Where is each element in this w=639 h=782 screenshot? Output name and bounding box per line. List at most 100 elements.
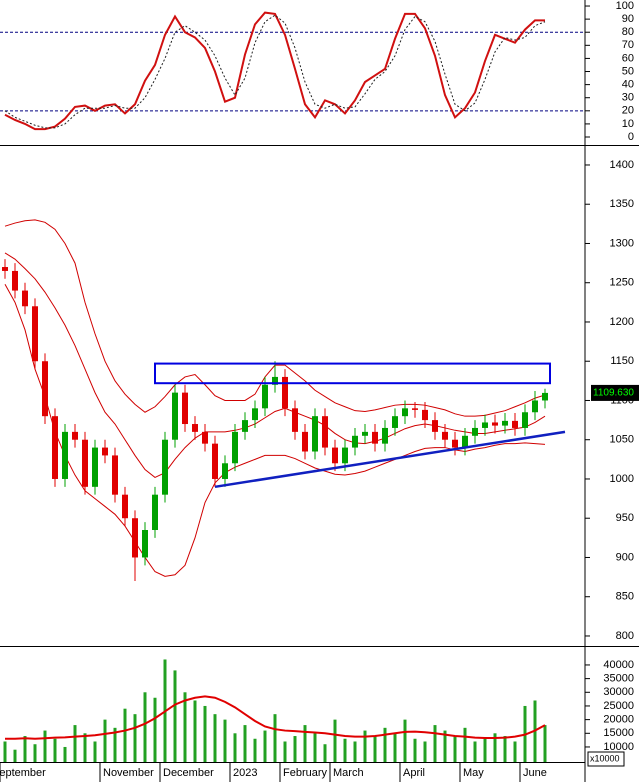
candle-body bbox=[152, 494, 158, 530]
candle-body bbox=[92, 447, 98, 487]
volume-bar bbox=[543, 725, 547, 762]
candle-body bbox=[162, 439, 168, 495]
y-tick-label: 40 bbox=[622, 79, 634, 91]
volume-bar bbox=[173, 670, 177, 762]
y-tick-label: 850 bbox=[616, 591, 634, 603]
candle-body bbox=[172, 392, 178, 440]
candle-body bbox=[42, 361, 48, 417]
volume-bar bbox=[363, 730, 367, 762]
volume-bar bbox=[513, 741, 517, 762]
candle-body bbox=[392, 416, 398, 428]
volume-bar bbox=[343, 738, 347, 762]
volume-bar bbox=[73, 725, 77, 762]
y-tick-label: 100 bbox=[616, 0, 634, 12]
candle-body bbox=[282, 376, 288, 409]
volume-bar bbox=[503, 736, 507, 762]
volume-bar bbox=[123, 708, 127, 762]
plot-area: September November December 2023 February Mar… bbox=[0, 11, 585, 782]
volume-bar bbox=[63, 746, 67, 762]
x-tick-label: June bbox=[523, 767, 547, 779]
line bbox=[4, 252, 546, 478]
y-tick-label: 25000 bbox=[603, 700, 634, 712]
candle-body bbox=[412, 408, 418, 410]
volume-bar bbox=[433, 725, 437, 762]
candle-body bbox=[102, 447, 108, 456]
volume-bar bbox=[353, 741, 357, 762]
volume-bar bbox=[183, 692, 187, 762]
candle-body bbox=[472, 427, 478, 436]
candle-body bbox=[222, 463, 228, 479]
volume-bar bbox=[413, 738, 417, 762]
candle-body bbox=[532, 400, 538, 413]
line bbox=[4, 14, 546, 129]
volume-bar bbox=[113, 727, 117, 762]
y-tick-label: 60 bbox=[622, 52, 634, 64]
y-tick-label: 40000 bbox=[603, 659, 634, 671]
candle-body bbox=[12, 270, 18, 291]
x-tick-label: September bbox=[0, 767, 46, 779]
candle-body bbox=[252, 408, 258, 421]
volume-bar bbox=[263, 730, 267, 762]
candle-body bbox=[332, 447, 338, 464]
volume-bar bbox=[313, 733, 317, 762]
volume-bar bbox=[243, 725, 247, 762]
y-tick-label: 90 bbox=[622, 13, 634, 25]
candle-body bbox=[522, 412, 528, 428]
x-tick-label: December bbox=[163, 767, 214, 779]
volume-bar bbox=[233, 733, 237, 762]
candle-body bbox=[492, 422, 498, 426]
candle-body bbox=[462, 435, 468, 448]
line bbox=[5, 695, 546, 740]
y-tick-label: 950 bbox=[616, 512, 634, 524]
candle-body bbox=[142, 529, 148, 558]
unit-label: x10000 bbox=[590, 753, 620, 763]
candle-body bbox=[52, 416, 58, 479]
y-tick-label: 10 bbox=[622, 118, 634, 130]
volume-bar bbox=[153, 697, 157, 762]
x-tick-label: February bbox=[283, 767, 328, 779]
y-tick-label: 80 bbox=[622, 26, 634, 38]
x-tick-label: November bbox=[103, 767, 154, 779]
trendline bbox=[214, 430, 566, 489]
volume-bar bbox=[273, 714, 277, 762]
y-tick-label: 1300 bbox=[610, 237, 634, 249]
y-tick-label: 1400 bbox=[610, 159, 634, 171]
candle-body bbox=[362, 431, 368, 436]
volume-bar bbox=[463, 727, 467, 762]
candle-body bbox=[402, 408, 408, 417]
resistance-zone bbox=[154, 362, 551, 385]
candle-body bbox=[122, 494, 128, 519]
volume-bar bbox=[93, 741, 97, 762]
candle-body bbox=[292, 408, 298, 432]
y-tick-label: 1350 bbox=[610, 198, 634, 210]
price-tag bbox=[591, 384, 639, 401]
volume-bar bbox=[53, 738, 57, 762]
candle-body bbox=[442, 431, 448, 440]
volume-bar bbox=[83, 733, 87, 762]
volume-bar bbox=[383, 727, 387, 762]
candle-body bbox=[192, 424, 198, 432]
candle-body bbox=[302, 431, 308, 452]
y-tick-label: 20 bbox=[622, 105, 634, 117]
candle-body bbox=[352, 435, 358, 448]
unit-box bbox=[587, 751, 625, 767]
volume-bar bbox=[403, 719, 407, 762]
volume-bar bbox=[443, 730, 447, 762]
candle-body bbox=[452, 439, 458, 448]
candle-body bbox=[372, 431, 378, 444]
candle-body bbox=[542, 392, 548, 401]
candle-body bbox=[272, 376, 278, 385]
y-tick-label: 1050 bbox=[610, 434, 634, 446]
y-tick-label: 800 bbox=[616, 630, 634, 642]
y-tick-label: 1000 bbox=[610, 473, 634, 485]
candle-body bbox=[212, 443, 218, 479]
y-tick-label: 30000 bbox=[603, 686, 634, 698]
volume-bar bbox=[33, 744, 37, 762]
volume-bar bbox=[473, 741, 477, 762]
volume-bar bbox=[143, 692, 147, 762]
volume-bar bbox=[213, 714, 217, 762]
volume-bar bbox=[253, 738, 257, 762]
